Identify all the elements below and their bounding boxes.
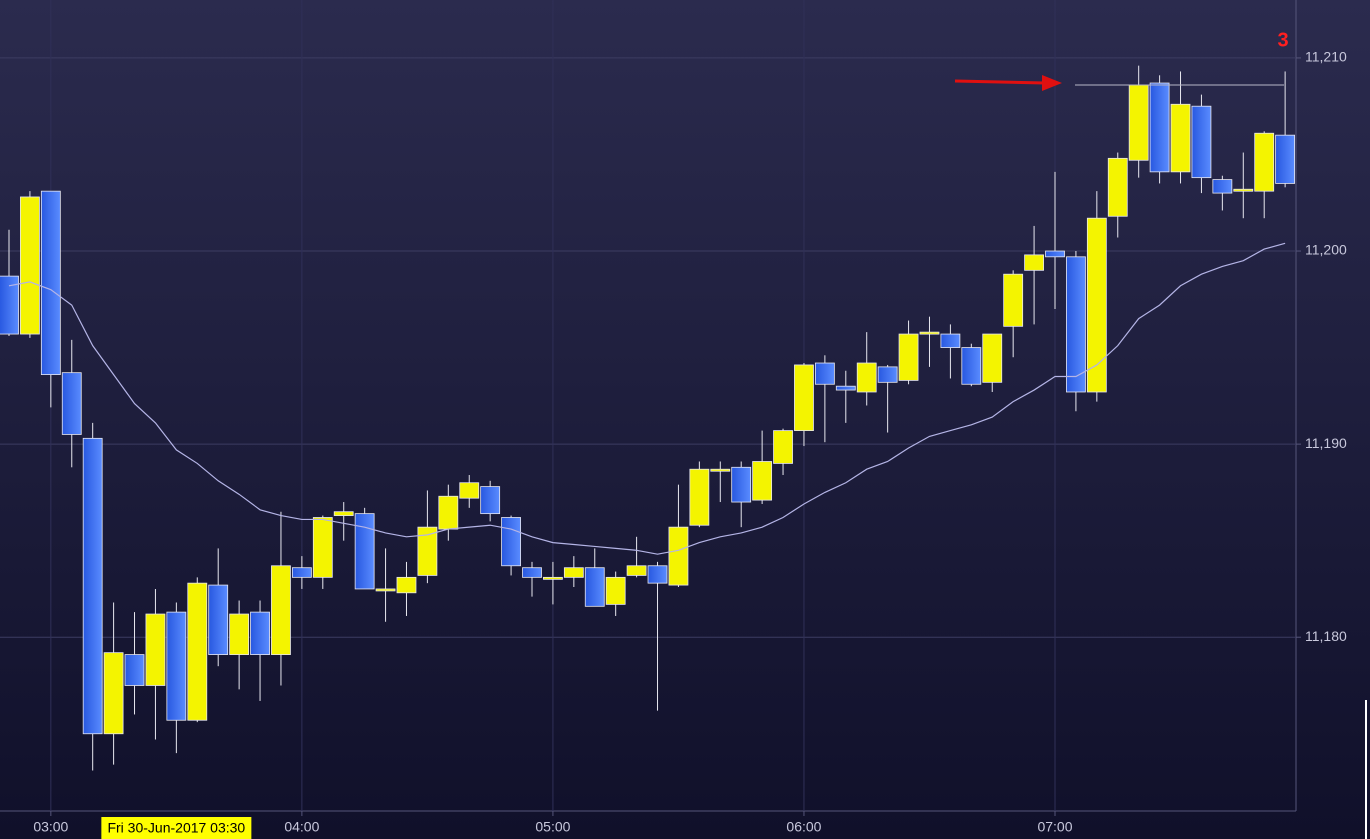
up-candle-body	[563, 567, 584, 578]
up-candle-body	[773, 430, 793, 464]
down-candle-body	[1149, 82, 1170, 173]
up-candle-body	[710, 468, 731, 472]
up-candle-body	[919, 331, 940, 335]
y-tick-label: 11,210	[1305, 49, 1347, 65]
up-candle-body	[1128, 84, 1149, 161]
down-candle-body	[584, 567, 605, 607]
down-candle-body	[877, 366, 898, 383]
marker-label: 3	[1277, 29, 1288, 51]
down-candle-body	[731, 466, 752, 503]
down-candle-body	[40, 190, 61, 376]
up-candle-body	[271, 565, 291, 655]
up-candle-body	[794, 364, 814, 432]
x-tick-label: 03:00	[33, 819, 68, 835]
down-candle-body	[1212, 179, 1233, 194]
down-candle-body	[291, 567, 312, 578]
up-candle-body	[626, 565, 647, 576]
y-tick-label: 11,180	[1305, 628, 1347, 644]
plot	[0, 65, 1296, 771]
up-candle-body	[543, 576, 563, 580]
up-candle-body	[417, 526, 438, 576]
down-candle-body	[1191, 105, 1212, 179]
up-candle-body	[1170, 103, 1191, 173]
up-candle-body	[103, 652, 124, 735]
up-candle-body	[396, 576, 417, 594]
down-candle-body	[835, 385, 856, 391]
crosshair-label: Fri 30-Jun-2017 03:30	[107, 820, 245, 836]
down-candle-body	[0, 275, 19, 335]
down-candle-body	[82, 437, 103, 735]
down-candle-body	[61, 372, 82, 435]
up-candle-body	[312, 517, 333, 578]
up-candle-body	[752, 461, 773, 501]
up-candle-body	[898, 333, 919, 381]
down-candle-body	[940, 333, 961, 348]
up-candle-body	[1086, 217, 1107, 393]
up-candle-body	[187, 582, 208, 721]
up-candle-body	[605, 576, 626, 605]
up-candle-body	[1024, 254, 1044, 271]
down-candle-body	[480, 486, 501, 515]
down-candle-body	[647, 565, 668, 584]
down-candle-body	[1275, 134, 1296, 184]
down-candle-body	[522, 567, 542, 578]
x-tick-label: 05:00	[535, 819, 570, 835]
up-candle-body	[375, 588, 396, 592]
up-candle-body	[982, 333, 1003, 383]
down-candle-body	[166, 611, 187, 721]
up-candle-body	[459, 482, 480, 499]
down-candle-body	[501, 517, 521, 567]
up-candle-body	[20, 196, 40, 335]
down-candle-body	[1045, 250, 1065, 258]
down-candle-body	[124, 654, 145, 686]
down-candle-body	[961, 347, 982, 385]
down-candle-body	[354, 513, 375, 590]
down-candle-body	[208, 584, 229, 655]
x-tick-label: 07:00	[1037, 819, 1072, 835]
crosshair-label-box	[101, 817, 252, 839]
moving-average-line	[8, 242, 1286, 555]
down-candle-body	[814, 362, 835, 385]
y-tick-label: 11,190	[1305, 435, 1347, 451]
arrow	[954, 75, 1062, 91]
up-candle-body	[1254, 132, 1275, 192]
up-candle-body	[1233, 188, 1254, 192]
y-tick-label: 11,200	[1305, 242, 1347, 258]
up-candle-body	[668, 526, 689, 586]
up-candle-body	[229, 613, 250, 655]
up-candle-body	[145, 613, 166, 686]
x-tick-label: 06:00	[786, 819, 821, 835]
up-candle-body	[1003, 273, 1024, 327]
up-candle-body	[333, 511, 354, 516]
up-candle-body	[689, 468, 710, 526]
down-candle-body	[1066, 256, 1086, 393]
up-candle-body	[438, 495, 459, 530]
up-candle-body	[1107, 157, 1128, 217]
axes: 11,180 11,190 11,200 11,210 03:00 Fri 30-Jun-…	[33, 49, 1347, 839]
x-tick-label: 04:00	[284, 819, 319, 835]
up-candle-body	[856, 362, 877, 393]
down-candle-body	[250, 611, 270, 655]
